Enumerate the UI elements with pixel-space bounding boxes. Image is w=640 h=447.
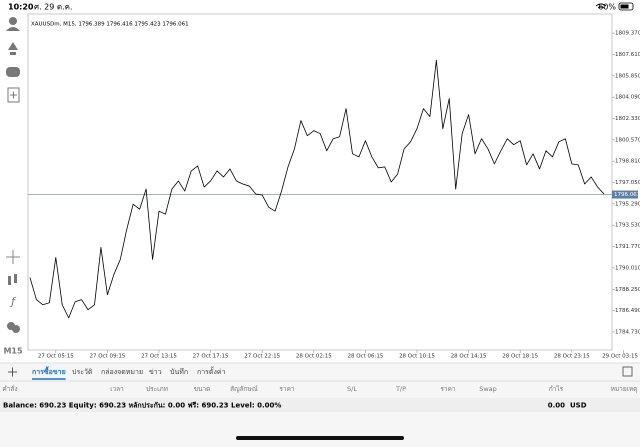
tab[interactable]: การซื้อขาย <box>32 365 66 376</box>
current-price-tag <box>612 190 638 199</box>
account-icon[interactable] <box>9 17 17 25</box>
x-tick-label: 27 Oct 09:15 <box>89 354 125 360</box>
y-tick-label: 1793.530 <box>615 223 640 229</box>
y-tick-label: 1802.330 <box>615 116 640 122</box>
column-header: สัญลักษณ์ <box>230 385 258 393</box>
indicators-icon[interactable]: ƒ <box>9 295 17 308</box>
x-tick-label: 27 Oct 22:15 <box>244 354 280 360</box>
y-tick-label: 1798.810 <box>615 159 640 165</box>
status-date: ศ. 29 ต.ค. <box>34 3 73 12</box>
chat-icon[interactable] <box>6 67 20 77</box>
wifi-icon <box>595 3 607 9</box>
x-tick-label: 28 Oct 06:15 <box>347 354 383 360</box>
crosshair-icon[interactable] <box>6 250 20 264</box>
balance-row <box>0 398 640 412</box>
chart-title: XAUUSDm, M15, 1796.389 1796.416 1795.423… <box>31 22 189 28</box>
new-order-icon[interactable] <box>7 87 20 103</box>
plus-icon <box>10 91 17 99</box>
candles-icon-2 <box>14 274 17 283</box>
currency: USD <box>570 402 587 410</box>
x-tick-label: 27 Oct 05:15 <box>38 354 74 360</box>
column-header: ราคา <box>279 385 294 393</box>
y-tick-label: 1784.730 <box>615 329 640 335</box>
total-profit: 0.00 <box>548 402 565 410</box>
column-header: กำไร <box>549 385 564 393</box>
column-header: หมายเหตุ <box>611 385 638 393</box>
current-price-label: 1796.061 <box>614 192 640 198</box>
x-tick-label: 28 Oct 23:15 <box>554 354 590 360</box>
column-header: ราคา <box>440 385 455 393</box>
chart-frame <box>27 13 613 351</box>
column-header: S/L <box>347 385 357 393</box>
tab[interactable]: การตั้งค่า <box>197 365 226 376</box>
tab[interactable]: บันทึก <box>170 367 188 376</box>
x-tick-label: 28 Oct 14:15 <box>451 354 487 360</box>
x-tick-label: 27 Oct 13:15 <box>141 354 177 360</box>
left-toolbar: ƒ <box>6 17 20 333</box>
y-tick-label: 1788.250 <box>615 287 640 293</box>
chart: 1784.730 1786.490 1788.250 1790.010 1791.770… <box>28 31 640 360</box>
trade-icon[interactable] <box>8 42 18 55</box>
tab[interactable]: ประวัติ <box>72 368 93 376</box>
timeframe-button[interactable]: M15 <box>3 347 23 356</box>
home-indicator <box>236 436 404 440</box>
tab[interactable]: ข่าว <box>149 368 162 376</box>
candles-icon[interactable] <box>8 276 11 285</box>
x-tick-label: 28 Oct 10:15 <box>399 354 435 360</box>
status-battery: 60% <box>598 3 616 12</box>
y-tick-label: 1797.050 <box>615 180 640 186</box>
y-tick-label: 1800.570 <box>615 137 640 143</box>
panel-toggle[interactable] <box>622 366 633 377</box>
x-tick-label: 28 Oct 18:15 <box>502 354 538 360</box>
battery-level <box>620 4 629 9</box>
y-tick-label: 1809.370 <box>615 31 640 37</box>
column-header: T/P <box>395 385 406 393</box>
y-tick-label: 1795.290 <box>615 201 640 207</box>
add-button[interactable] <box>8 367 17 377</box>
x-tick-label: 29 Oct 03:15 <box>602 354 638 360</box>
balance-summary: Balance: 690.23 Equity: 690.23 หลักประกั… <box>3 402 281 410</box>
column-header: คำสั่ง <box>2 384 17 393</box>
status-time: 10:20 <box>8 3 34 12</box>
price-line <box>29 59 605 319</box>
y-tick-label: 1804.090 <box>615 95 640 101</box>
table-header: คำสั่ง เวลา ประเภท ขนาด สัญลักษณ์ ราคา S/L T/P ร… <box>2 384 637 393</box>
column-header: Swap <box>479 385 497 393</box>
account-icon-body <box>6 27 20 31</box>
battery-icon <box>618 2 634 11</box>
column-header: ขนาด <box>194 385 211 393</box>
y-tick-label: 1790.010 <box>615 265 640 271</box>
x-tick-label: 27 Oct 17:15 <box>193 354 229 360</box>
x-tick-label: 28 Oct 02:15 <box>296 354 332 360</box>
y-tick-label: 1791.770 <box>615 244 640 250</box>
tab-bar: การซื้อขาย ประวัติ กล่องจดหมาย ข่าว บันทึก กา… <box>32 365 226 380</box>
y-tick-label: 1807.610 <box>615 52 640 58</box>
tab[interactable]: กล่องจดหมาย <box>101 368 143 376</box>
column-header: เวลา <box>110 385 124 393</box>
column-header: ประเภท <box>146 385 168 393</box>
y-tick-label: 1786.490 <box>615 308 640 314</box>
y-tick-label: 1805.850 <box>615 73 640 79</box>
objects-icon-2 <box>12 325 20 333</box>
